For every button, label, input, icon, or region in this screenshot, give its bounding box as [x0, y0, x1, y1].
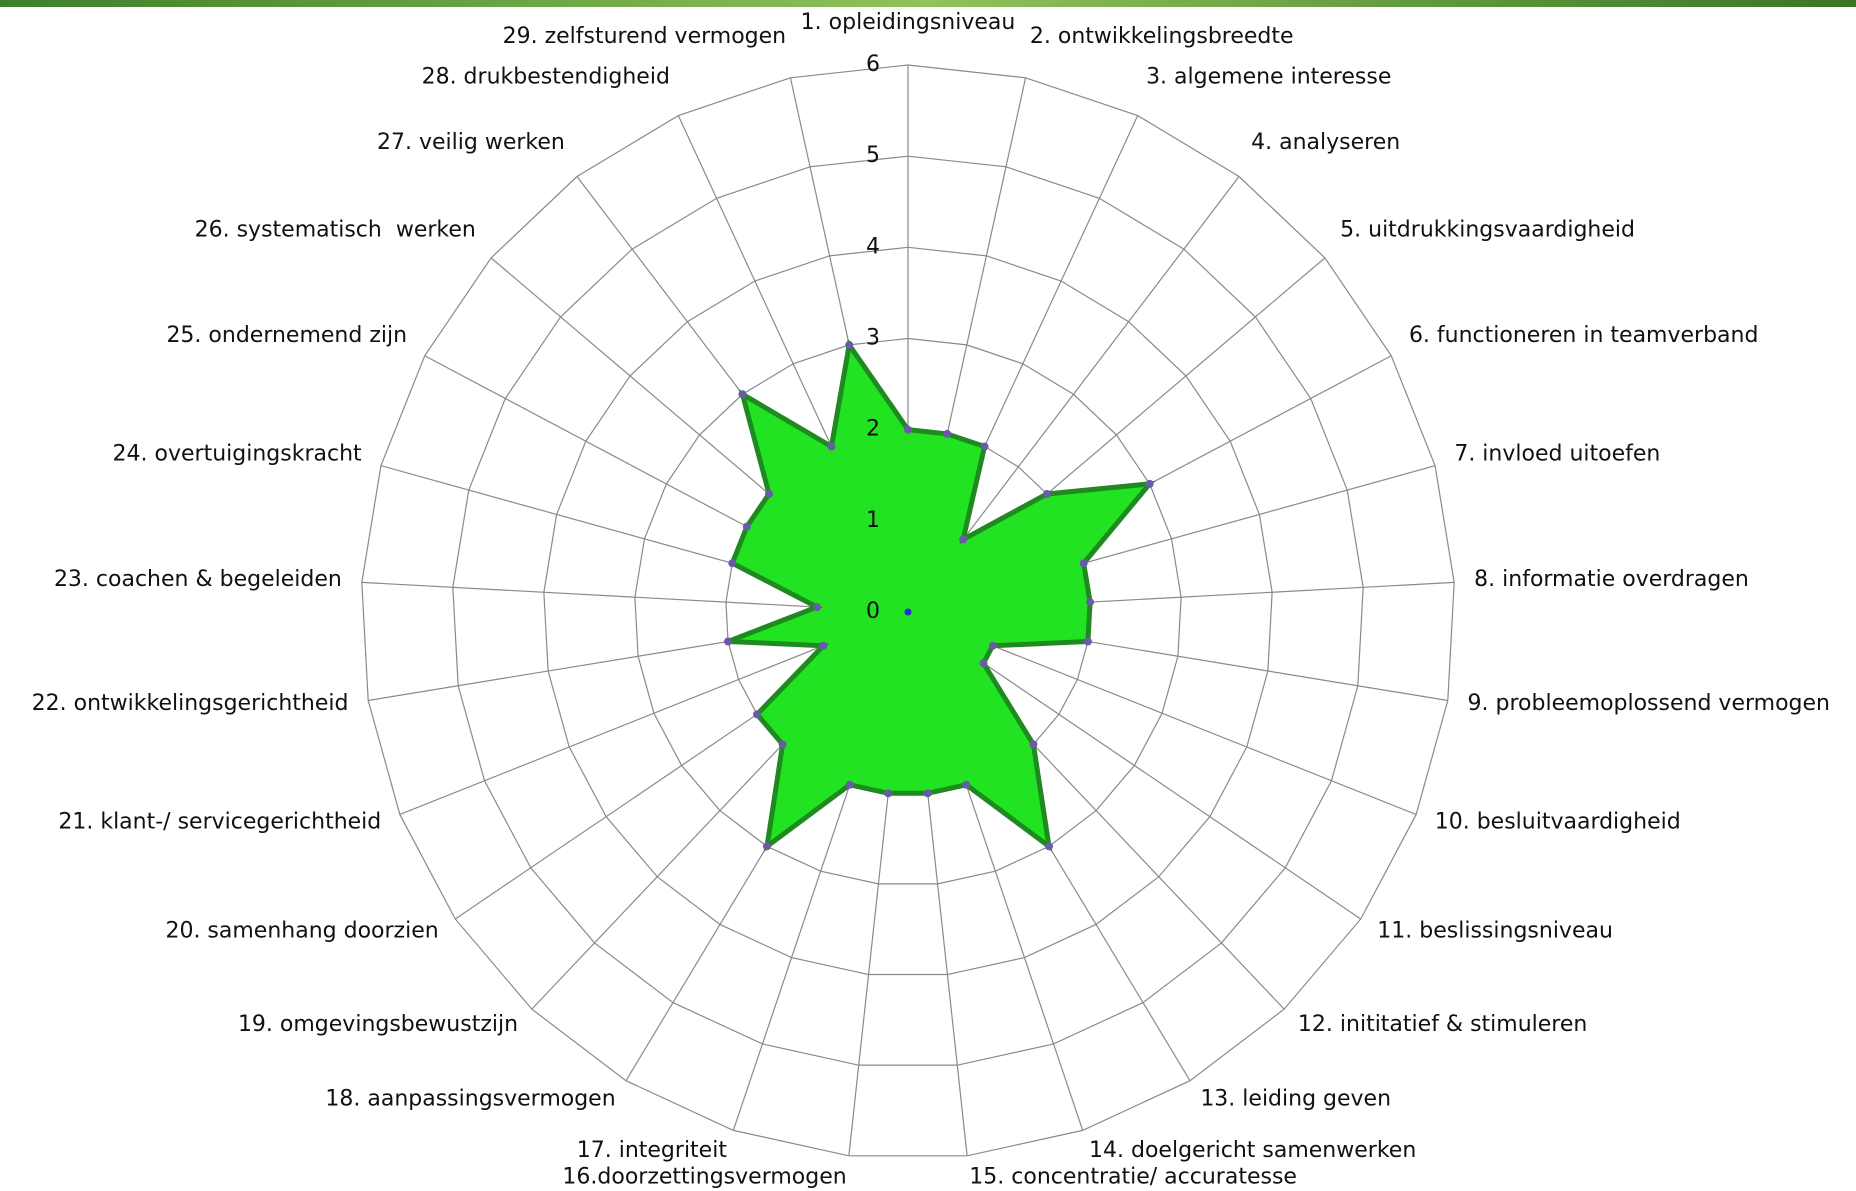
data-point — [813, 603, 821, 611]
data-point — [884, 789, 892, 797]
data-point — [765, 490, 773, 498]
r-tick-label: 5 — [866, 143, 880, 168]
category-label: 27. veilig werken — [377, 130, 565, 155]
r-tick-label: 2 — [866, 417, 880, 442]
category-label: 5. uitdrukkingsvaardigheid — [1340, 218, 1635, 243]
data-point — [943, 430, 951, 438]
data-point — [1084, 637, 1092, 645]
category-label: 7. invloed uitoefen — [1454, 441, 1660, 466]
category-label: 26. systematisch werken — [195, 218, 476, 243]
data-point — [1029, 740, 1037, 748]
category-label: 20. samenhang doorzien — [165, 918, 438, 943]
category-label: 1. opleidingsniveau — [801, 10, 1016, 35]
category-label: 9. probleemoplossend vermogen — [1468, 691, 1830, 716]
category-label: 19. omgevingsbewustzijn — [238, 1012, 518, 1037]
category-label: 29. zelfsturend vermogen — [503, 24, 787, 49]
data-area — [728, 345, 1150, 846]
data-point — [924, 789, 932, 797]
category-label: 10. besluitvaardigheid — [1435, 810, 1681, 835]
data-point — [979, 659, 987, 667]
category-label: 28. drukbestendigheid — [422, 64, 670, 89]
r-tick-label: 3 — [866, 326, 880, 351]
data-point — [819, 642, 827, 650]
data-point — [827, 443, 835, 451]
data-point — [743, 523, 751, 531]
data-point — [779, 740, 787, 748]
category-label: 21. klant-/ servicegerichtheid — [58, 810, 381, 835]
category-label: 25. ondernemend zijn — [166, 323, 407, 348]
category-label: 15. concentratie/ accuratesse — [969, 1165, 1297, 1190]
data-point — [1045, 842, 1053, 850]
category-label: 8. informatie overdragen — [1474, 567, 1749, 592]
category-label: 17. integriteit — [577, 1138, 728, 1163]
category-label: 18. aanpassingsvermogen — [325, 1087, 615, 1112]
data-point — [1043, 490, 1051, 498]
plot — [724, 341, 1154, 850]
category-label: 24. overtuigingskracht — [113, 441, 362, 466]
data-point — [738, 390, 746, 398]
category-label: 3. algemene interesse — [1146, 64, 1391, 89]
data-point — [959, 535, 967, 543]
center-dot — [905, 609, 912, 616]
data-point — [1086, 598, 1094, 606]
category-label: 6. functioneren in teamverband — [1409, 323, 1759, 348]
category-label: 4. analyseren — [1251, 130, 1400, 155]
data-point — [904, 426, 912, 434]
category-label: 22. ontwikkelingsgerichtheid — [32, 691, 349, 716]
header-strip — [0, 0, 1856, 7]
r-tick-label: 6 — [866, 52, 880, 77]
data-point — [753, 710, 761, 718]
category-label: 11. beslissingsniveau — [1377, 918, 1613, 943]
category-label: 16.doorzettingsvermogen — [562, 1165, 846, 1190]
category-label: 12. inititatief & stimuleren — [1298, 1012, 1587, 1037]
data-point — [989, 642, 997, 650]
data-point — [845, 341, 853, 349]
r-tick-label: 0 — [866, 599, 880, 624]
data-point — [724, 637, 732, 645]
category-label: 14. doelgericht samenwerken — [1089, 1138, 1416, 1163]
r-tick-label: 4 — [866, 234, 880, 259]
data-point — [1146, 480, 1154, 488]
data-point — [763, 842, 771, 850]
data-point — [1080, 559, 1088, 567]
r-tick-label: 1 — [866, 508, 880, 533]
data-point — [846, 781, 854, 789]
chart: 0 1 2 3 4 5 6 1. opleidingsniveau 2. ontwikkelin… — [0, 0, 1856, 1191]
category-label: 23. coachen & begeleiden — [54, 567, 342, 592]
data-point — [981, 443, 989, 451]
category-label: 2. ontwikkelingsbreedte — [1030, 24, 1294, 49]
data-point — [728, 559, 736, 567]
data-point — [962, 781, 970, 789]
category-label: 13. leiding geven — [1200, 1087, 1391, 1112]
